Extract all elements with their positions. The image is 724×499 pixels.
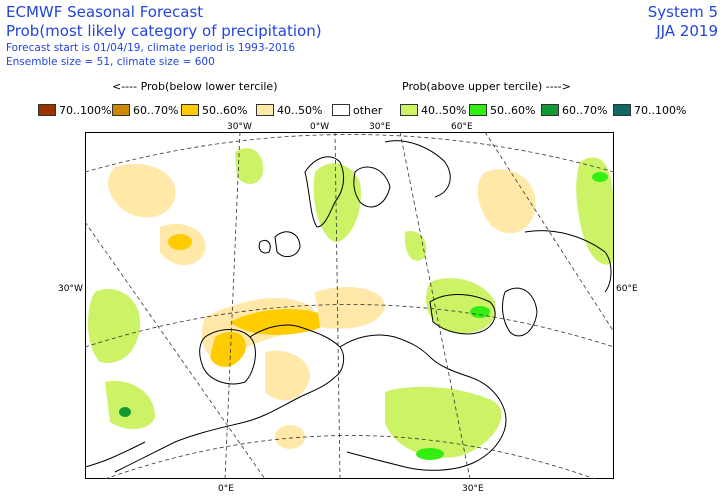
legend-label: 40..50% xyxy=(421,104,467,117)
legend-item: 50..60% xyxy=(469,104,535,118)
dry-region-north-atlantic xyxy=(108,163,176,218)
dry-band-france xyxy=(230,309,326,335)
season-label: JJA 2019 xyxy=(656,22,718,40)
legend-label: 70..100% xyxy=(59,104,112,117)
coastline-segment xyxy=(502,287,538,337)
coastline-segment xyxy=(114,376,336,473)
wet-region-azores xyxy=(105,381,155,429)
ensemble-info: Ensemble size = 51, climate size = 600 xyxy=(6,56,215,68)
legend-swatch xyxy=(613,104,631,116)
wet-region-ukraine xyxy=(404,231,427,261)
coastline-segment xyxy=(85,441,146,468)
graticule-line xyxy=(484,132,614,333)
dry-region-sahara xyxy=(275,425,305,449)
coastline-segment xyxy=(258,239,271,254)
page-subtitle: Prob(most likely category of precipitati… xyxy=(6,22,322,40)
system-label: System 5 xyxy=(647,3,718,21)
legend-below-heading: <---- Prob(below lower tercile) xyxy=(112,80,278,93)
wet-region-west-atlantic xyxy=(88,288,140,363)
legend-swatch xyxy=(38,104,56,116)
legend-label: 70..100% xyxy=(634,104,687,117)
grat-label-top-30e: 30°E xyxy=(369,122,391,132)
legend-label: 60..70% xyxy=(133,104,179,117)
forecast-info: Forecast start is 01/04/19, climate peri… xyxy=(6,42,296,54)
graticule-line xyxy=(85,304,614,348)
coastline-segment xyxy=(524,230,612,293)
coastline-segment xyxy=(304,156,345,228)
wet-core-azores xyxy=(119,407,131,417)
legend-swatch xyxy=(541,104,559,116)
coastline-segment xyxy=(353,166,391,208)
coastline-segment xyxy=(249,324,345,378)
coastline-segment xyxy=(346,411,507,471)
coastline-segment xyxy=(429,294,496,335)
coastline-segment xyxy=(339,334,506,413)
probability-fills xyxy=(88,148,613,460)
map-canvas xyxy=(85,132,614,479)
page-title: ECMWF Seasonal Forecast xyxy=(6,3,204,21)
legend-swatch xyxy=(181,104,199,116)
legend-item: 60..70% xyxy=(112,104,178,118)
dry-region-central-europe xyxy=(315,287,385,329)
legend-swatch xyxy=(469,104,487,116)
wet-core-egypt xyxy=(416,448,444,460)
grat-label-top-60e: 60°E xyxy=(451,122,473,132)
dry-core-iberia xyxy=(210,332,246,367)
legend-swatch xyxy=(256,104,274,116)
legend-above-heading: Prob(above upper tercile) ----> xyxy=(402,80,571,93)
legend-label: other xyxy=(353,104,383,117)
legend-item: 40..50% xyxy=(400,104,466,118)
legend-label: 40..50% xyxy=(277,104,323,117)
grat-label-bottom-30e: 30°E xyxy=(462,484,484,494)
system-info: System 5 JJA 2019 xyxy=(648,3,718,41)
dry-region-morocco xyxy=(265,350,310,401)
wet-region-scandinavia xyxy=(313,163,361,242)
legend-item: 50..60% xyxy=(181,104,247,118)
grat-label-left-30w: 30°W xyxy=(58,284,83,294)
map xyxy=(85,132,614,479)
grat-label-top-30w: 30°W xyxy=(227,122,252,132)
dry-region-russia xyxy=(477,169,536,234)
legend-label: 50..60% xyxy=(490,104,536,117)
grat-label-top-0w: 0°W xyxy=(310,122,330,132)
grat-label-right-60e: 60°E xyxy=(616,284,638,294)
graticule-line xyxy=(224,132,241,479)
wet-region-east xyxy=(576,157,613,265)
graticule xyxy=(85,132,614,479)
wet-region-libya-egypt xyxy=(385,386,502,458)
legend-swatch xyxy=(332,104,350,116)
graticule-line xyxy=(334,132,341,479)
legend-label: 50..60% xyxy=(202,104,248,117)
graticule-line xyxy=(85,134,614,173)
coastlines xyxy=(85,140,612,473)
wet-core-black-sea xyxy=(470,306,490,318)
grat-label-bottom-0e: 0°E xyxy=(218,484,234,494)
coastline-segment xyxy=(384,140,451,198)
wet-core-east xyxy=(592,172,608,182)
legend-swatch xyxy=(400,104,418,116)
legend-item: other xyxy=(332,104,382,118)
legend-swatch xyxy=(112,104,130,116)
legend-item: 60..70% xyxy=(541,104,607,118)
dry-core-atlantic xyxy=(168,234,192,250)
graticule-line xyxy=(104,435,596,479)
header: ECMWF Seasonal Forecast Prob(most likely… xyxy=(6,3,322,69)
wet-region-iceland xyxy=(235,148,264,184)
legend-label: 60..70% xyxy=(562,104,608,117)
coastline-segment xyxy=(199,329,256,385)
coastline-segment xyxy=(274,231,301,258)
legend-item: 70..100% xyxy=(38,104,111,118)
graticule-line xyxy=(85,221,266,479)
graticule-line xyxy=(399,132,471,479)
legend-item: 70..100% xyxy=(613,104,686,118)
legend-item: 40..50% xyxy=(256,104,322,118)
wet-region-black-sea xyxy=(426,278,496,334)
